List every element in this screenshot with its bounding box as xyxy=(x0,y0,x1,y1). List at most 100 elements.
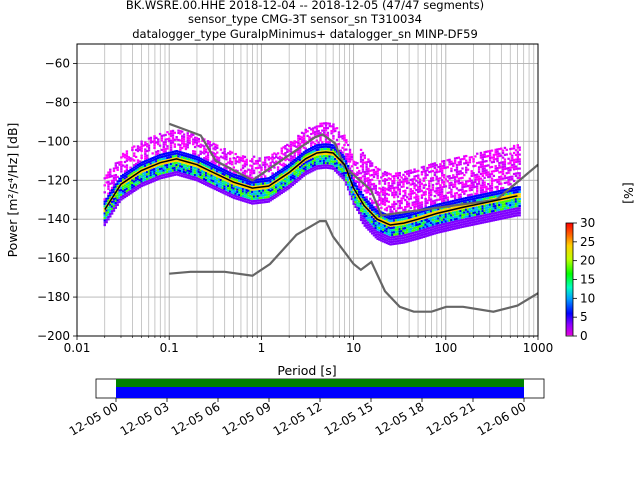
psd-density-cell xyxy=(405,200,409,204)
psd-density-cell xyxy=(271,174,274,177)
psd-density-cell xyxy=(396,183,400,187)
psd-density-cell xyxy=(503,181,507,185)
psd-density-cell xyxy=(464,203,468,207)
psd-density-cell xyxy=(420,227,424,230)
psd-density-cell xyxy=(289,162,293,165)
psd-density-cell xyxy=(381,186,385,189)
psd-density-cell xyxy=(171,136,175,139)
psd-density-cell xyxy=(501,177,505,180)
psd-density-cell xyxy=(435,224,438,227)
psd-density-cell xyxy=(324,154,328,158)
psd-density-cell xyxy=(452,209,455,212)
psd-density-cell xyxy=(131,186,134,189)
psd-density-cell xyxy=(157,178,160,181)
psd-density-cell xyxy=(518,148,521,151)
psd-density-cell xyxy=(175,173,178,176)
psd-density-cell xyxy=(483,176,486,179)
psd-density-cell xyxy=(358,211,361,215)
psd-density-cell xyxy=(343,176,346,179)
psd-density-cell xyxy=(317,150,320,154)
psd-density-cell xyxy=(409,227,413,231)
psd-density-cell xyxy=(282,183,285,186)
psd-density-cell xyxy=(383,170,387,174)
psd-density-cell xyxy=(446,217,449,220)
psd-density-cell xyxy=(450,188,453,191)
psd-density-cell xyxy=(317,157,320,161)
psd-density-cell xyxy=(142,177,145,180)
psd-density-cell xyxy=(435,229,438,232)
psd-density-cell xyxy=(413,175,416,178)
psd-density-cell xyxy=(472,209,475,212)
psd-density-cell xyxy=(407,169,411,173)
psd-density-cell xyxy=(413,224,416,227)
psd-density-cell xyxy=(413,196,416,199)
psd-density-cell xyxy=(133,175,136,178)
psd-density-cell xyxy=(116,161,119,164)
psd-density-cell xyxy=(269,194,272,197)
psd-density-cell xyxy=(145,168,149,171)
psd-density-cell xyxy=(263,184,267,187)
psd-density-cell xyxy=(426,187,429,191)
psd-density-cell xyxy=(409,171,413,174)
psd-density-cell xyxy=(505,211,508,215)
time-tick-label: 12-05 12 xyxy=(271,399,325,438)
psd-density-cell xyxy=(481,184,484,187)
psd-density-cell xyxy=(339,165,342,169)
psd-density-cell xyxy=(171,167,175,170)
psd-density-cell xyxy=(166,131,169,134)
psd-density-cell xyxy=(206,151,210,154)
psd-density-cell xyxy=(310,151,313,154)
psd-density-cell xyxy=(507,195,510,198)
psd-density-cell xyxy=(221,184,224,187)
psd-density-cell xyxy=(492,209,496,213)
psd-density-cell xyxy=(195,139,199,142)
psd-density-cell xyxy=(361,158,365,162)
psd-density-cell xyxy=(219,183,223,186)
psd-density-cell xyxy=(369,230,372,233)
psd-density-cell xyxy=(488,205,492,209)
psd-density-cell xyxy=(481,172,484,175)
psd-density-cell xyxy=(514,149,518,152)
psd-density-cell xyxy=(193,164,197,167)
psd-density-cell xyxy=(453,180,457,183)
psd-density-cell xyxy=(330,132,333,135)
psd-density-cell xyxy=(345,174,348,177)
psd-density-cell xyxy=(396,221,400,224)
psd-density-cell xyxy=(376,226,379,229)
psd-density-cell xyxy=(433,211,437,214)
psd-density-cell xyxy=(420,166,424,169)
psd-density-cell xyxy=(138,181,141,184)
psd-density-cell xyxy=(361,217,365,220)
psd-density-cell xyxy=(402,229,405,233)
psd-density-cell xyxy=(110,179,114,182)
psd-density-cell xyxy=(400,234,403,237)
psd-density-cell xyxy=(488,210,492,213)
psd-density-cell xyxy=(354,196,357,199)
psd-density-cell xyxy=(498,192,501,195)
psd-density-cell xyxy=(490,149,494,152)
psd-density-cell xyxy=(429,179,433,182)
psd-density-cell xyxy=(477,182,481,185)
psd-density-cell xyxy=(442,213,446,216)
psd-density-cell xyxy=(144,174,147,177)
y-axis-label: Power [m²/s⁴/Hz] [dB] xyxy=(5,123,20,258)
psd-density-cell xyxy=(444,213,448,216)
psd-density-cell xyxy=(372,175,376,179)
psd-density-cell xyxy=(494,151,497,154)
psd-density-cell xyxy=(114,202,118,205)
psd-density-cell xyxy=(228,171,232,174)
psd-density-cell xyxy=(131,146,134,149)
psd-density-cell xyxy=(179,172,182,175)
psd-density-cell xyxy=(278,188,282,191)
psd-density-cell xyxy=(271,160,274,163)
psd-density-cell xyxy=(203,171,206,174)
psd-density-cell xyxy=(426,213,429,216)
psd-density-cell xyxy=(247,201,250,204)
psd-density-cell xyxy=(260,187,263,190)
psd-density-cell xyxy=(389,210,392,213)
psd-density-cell xyxy=(439,184,442,187)
psd-density-cell xyxy=(494,214,497,217)
psd-density-cell xyxy=(212,182,215,185)
psd-density-cell xyxy=(112,179,116,182)
psd-density-cell xyxy=(488,219,492,223)
